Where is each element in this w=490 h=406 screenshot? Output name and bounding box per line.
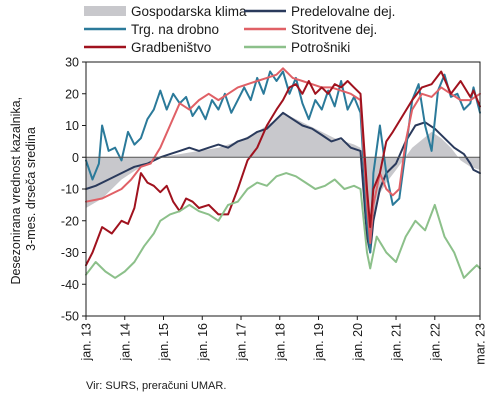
y-axis-title-line-1: Desezonirana vrednost kazalnika,	[9, 97, 23, 285]
source-note: Vir: SURS, preračuni UMAR.	[86, 380, 227, 392]
x-tick-label: jan. 17	[235, 323, 249, 362]
lines-layer	[85, 67, 481, 279]
y-tick-label: -20	[61, 214, 79, 228]
y-tick-label: 30	[65, 56, 79, 70]
y-tick-label: -50	[61, 310, 79, 324]
y-axis-title-line-2: 3-mes. drseča sredina	[24, 127, 38, 251]
x-tick-label: jan. 18	[273, 323, 287, 362]
legend-swatch	[84, 6, 126, 16]
y-tick-label: -40	[61, 278, 79, 292]
y-tick-label: 0	[72, 151, 79, 165]
area-layer	[86, 112, 480, 247]
x-tick-label: jan. 19	[312, 323, 326, 362]
y-tick-label: -10	[61, 183, 79, 197]
legend-label: Predelovalne dej.	[291, 4, 395, 19]
x-tick-label: jan. 20	[351, 323, 365, 362]
x-tick-label: jan. 22	[428, 323, 442, 362]
y-tick-label: 20	[65, 87, 79, 101]
y-axis-title: Desezonirana vrednost kazalnika, 3-mes. …	[9, 93, 38, 284]
series-trg-na-drobno-line	[85, 70, 481, 254]
series-predelovalne-dej-line	[85, 111, 481, 254]
x-tick-label: jan. 14	[118, 323, 132, 362]
x-tick-label: jan. 13	[80, 323, 94, 362]
x-tick-label: jan. 21	[390, 323, 404, 362]
legend: Gospodarska klima Predelovalne dej. Trg. n…	[84, 4, 395, 55]
legend-label: Gospodarska klima	[131, 4, 247, 19]
legend-label: Potrošniki	[291, 40, 350, 55]
y-tick-label: -30	[61, 246, 79, 260]
legend-label: Storitvene dej.	[291, 22, 377, 37]
y-tick-label: 10	[65, 119, 79, 133]
series-gospodarska-klima-area	[86, 112, 480, 247]
series-potrosniki-line	[85, 172, 481, 279]
x-tick-label: jan. 16	[196, 323, 210, 362]
series-gradbenistvo-line	[85, 70, 481, 267]
legend-label: Trg. na drobno	[131, 22, 219, 37]
legend-label: Gradbeništvo	[131, 40, 211, 55]
x-tick-label: jan. 15	[157, 323, 171, 362]
x-tick-label: mar. 23	[474, 323, 488, 365]
